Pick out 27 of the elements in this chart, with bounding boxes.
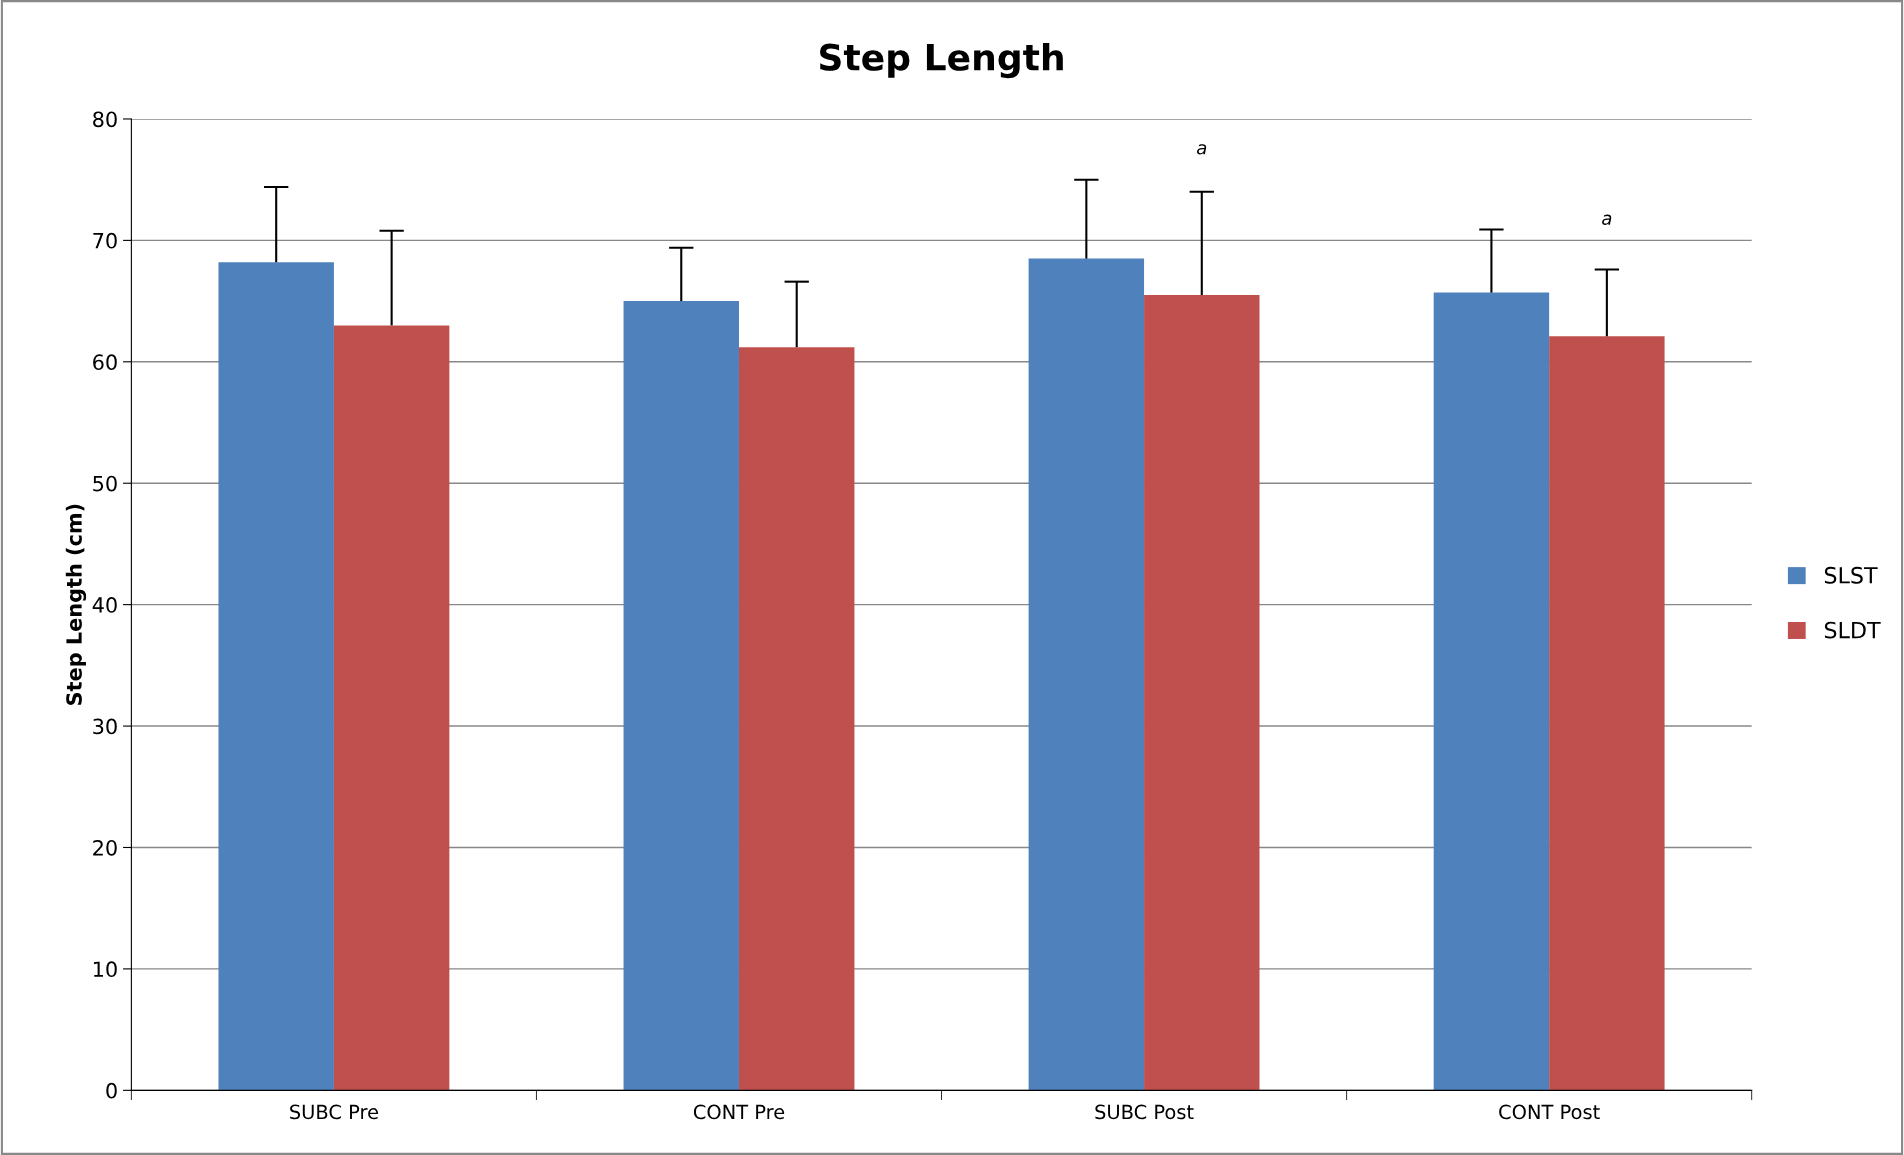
y-tick-label: 50 [93, 475, 117, 492]
x-tick-label: CONT Pre [693, 1104, 785, 1120]
bar [1144, 295, 1260, 1091]
y-tick-label: 80 [93, 111, 117, 128]
bar [333, 325, 450, 1091]
annotation: a [1197, 144, 1207, 155]
bar [1028, 258, 1145, 1091]
bar [623, 301, 739, 1091]
y-tick-label: 70 [93, 232, 117, 249]
x-tick-label: CONT Post [1499, 1104, 1600, 1120]
y-tick-label: 20 [93, 839, 117, 856]
x-tick-label: SUBC Post [1095, 1104, 1194, 1120]
bar [738, 347, 855, 1091]
chart-title: Step Length [820, 42, 1063, 79]
legend-label: SLST [1824, 566, 1878, 584]
y-axis-title: Step Length (cm) [65, 504, 87, 705]
legend-label: SLDT [1824, 621, 1881, 639]
y-tick-label: 0 [106, 1082, 117, 1099]
y-tick-label: 30 [93, 718, 117, 735]
annotation: a [1602, 214, 1612, 225]
y-tick-label: 40 [92, 597, 117, 613]
bar [218, 262, 334, 1091]
bar [1433, 292, 1550, 1091]
y-tick-label: 60 [93, 354, 117, 371]
bar [1549, 336, 1665, 1091]
x-tick-label: SUBC Pre [290, 1104, 378, 1120]
y-tick-label: 10 [93, 961, 117, 978]
